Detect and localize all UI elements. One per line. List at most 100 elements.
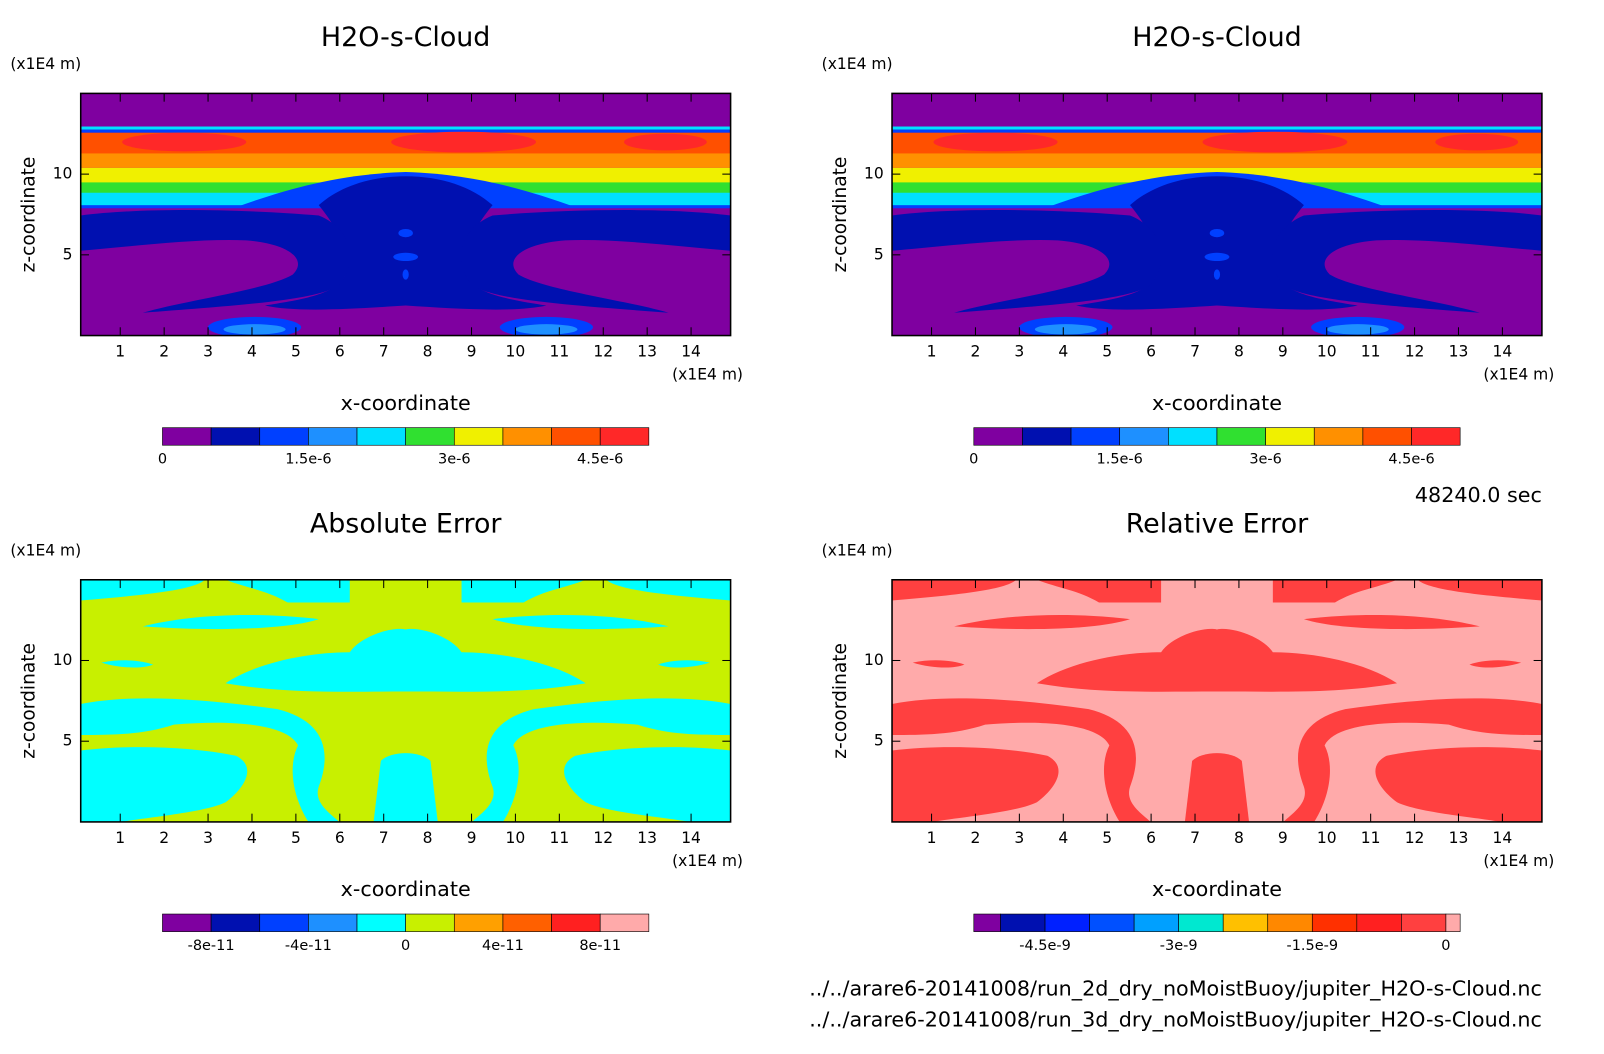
x-tick-label: 6 bbox=[335, 829, 345, 847]
y-tick-label: 5 bbox=[63, 245, 73, 263]
colorbar-segment bbox=[1044, 913, 1090, 932]
x-tick-label: 11 bbox=[549, 829, 569, 847]
x-unit: (x1E4 m) bbox=[1483, 365, 1554, 383]
x-tick-label: 11 bbox=[1361, 829, 1381, 847]
colorbar-segment bbox=[259, 913, 309, 932]
x-tick-label: 4 bbox=[247, 343, 257, 361]
contour-region bbox=[461, 210, 731, 313]
contour-region bbox=[1209, 228, 1225, 238]
colorbar-segment bbox=[502, 913, 552, 932]
y-tick-label: 5 bbox=[63, 732, 73, 750]
contour-region bbox=[122, 132, 247, 152]
x-tick-label: 12 bbox=[1405, 829, 1425, 847]
contour-region bbox=[892, 210, 1162, 313]
colorbar-segment bbox=[1356, 913, 1402, 932]
colorbar-segment bbox=[1311, 913, 1358, 932]
contour-region bbox=[264, 176, 547, 310]
contour-region bbox=[1303, 614, 1480, 630]
colorbar-segment bbox=[259, 427, 309, 446]
contour-region bbox=[624, 133, 707, 151]
x-tick-label: 13 bbox=[637, 829, 657, 847]
colorbar-segment bbox=[1401, 913, 1447, 932]
colorbar-segment bbox=[453, 913, 504, 932]
contour-region bbox=[912, 660, 965, 668]
contour-region bbox=[1326, 324, 1389, 335]
chart-title: Relative Error bbox=[1126, 508, 1309, 539]
x-tick-label: 1 bbox=[927, 343, 937, 361]
x-tick-label: 12 bbox=[593, 343, 613, 361]
time-label: 48240.0 sec bbox=[1415, 483, 1542, 507]
contour-region bbox=[142, 614, 319, 630]
x-tick-label: 14 bbox=[681, 343, 701, 361]
x-tick-label: 9 bbox=[467, 343, 477, 361]
colorbar-tick-label: 1.5e-6 bbox=[285, 452, 331, 468]
contour-region bbox=[80, 129, 731, 133]
y-tick-label: 10 bbox=[864, 651, 884, 669]
y-axis-label: z-coordinate bbox=[18, 643, 39, 759]
y-unit: (x1E4 m) bbox=[10, 541, 81, 559]
colorbar-segment bbox=[1089, 913, 1135, 932]
contour-region bbox=[80, 126, 731, 130]
x-tick-label: 3 bbox=[1014, 829, 1024, 847]
colorbar-segment bbox=[1445, 913, 1461, 932]
x-tick-label: 9 bbox=[467, 829, 477, 847]
x-tick-label: 9 bbox=[1278, 343, 1288, 361]
colorbar-segment bbox=[1216, 427, 1266, 446]
colorbar-segment bbox=[308, 913, 358, 932]
contour-region bbox=[564, 747, 731, 822]
contour-region bbox=[80, 210, 351, 313]
contour-region bbox=[492, 614, 669, 630]
contour-region bbox=[892, 129, 1542, 133]
colorbar-segment bbox=[1265, 427, 1315, 446]
contour-region bbox=[80, 153, 731, 168]
x-tick-label: 7 bbox=[379, 829, 389, 847]
contour-region bbox=[80, 747, 248, 822]
colorbar-segment bbox=[599, 427, 650, 446]
contour-region bbox=[1076, 176, 1358, 310]
contour-region bbox=[1435, 133, 1519, 151]
x-tick-label: 2 bbox=[971, 343, 981, 361]
colorbar-segment bbox=[1411, 427, 1461, 446]
contour-region bbox=[892, 126, 1542, 130]
x-tick-label: 12 bbox=[1405, 343, 1425, 361]
x-tick-label: 14 bbox=[1493, 829, 1513, 847]
x-tick-label: 5 bbox=[1102, 829, 1112, 847]
colorbar-tick-label: 0 bbox=[969, 452, 978, 468]
colorbar-tick-label: -4e-11 bbox=[285, 938, 332, 954]
contour-field bbox=[80, 93, 731, 336]
x-tick-label: 6 bbox=[335, 343, 345, 361]
colorbar-segment bbox=[1119, 427, 1169, 446]
contour-region bbox=[1469, 660, 1522, 668]
contour-region bbox=[373, 753, 438, 822]
contour-region bbox=[461, 579, 586, 603]
contour-region bbox=[223, 324, 286, 335]
x-tick-label: 3 bbox=[203, 343, 213, 361]
contour-region bbox=[1204, 252, 1230, 262]
x-tick-label: 4 bbox=[247, 829, 257, 847]
x-tick-label: 8 bbox=[423, 829, 433, 847]
y-tick-label: 5 bbox=[874, 732, 884, 750]
colorbar-segment bbox=[405, 913, 455, 932]
x-tick-label: 6 bbox=[1146, 343, 1156, 361]
contour-region bbox=[225, 628, 586, 692]
contour-region bbox=[1272, 579, 1398, 603]
colorbar-tick-label: -4.5e-9 bbox=[1019, 938, 1071, 954]
contour-region bbox=[606, 579, 731, 601]
colorbar-segment bbox=[1000, 913, 1046, 932]
x-tick-label: 7 bbox=[379, 343, 389, 361]
x-tick-label: 2 bbox=[971, 829, 981, 847]
colorbar-tick-label: 3e-6 bbox=[1249, 452, 1282, 468]
colorbar-segment bbox=[1022, 427, 1072, 446]
y-unit: (x1E4 m) bbox=[822, 55, 893, 73]
contour-region bbox=[892, 579, 1017, 601]
x-tick-label: 8 bbox=[1234, 829, 1244, 847]
contour-region bbox=[1375, 747, 1542, 822]
colorbar-segment bbox=[502, 427, 552, 446]
x-tick-label: 2 bbox=[159, 343, 169, 361]
x-tick-label: 7 bbox=[1190, 829, 1200, 847]
colorbar-tick-label: -8e-11 bbox=[188, 938, 235, 954]
x-tick-label: 5 bbox=[291, 343, 301, 361]
x-tick-label: 12 bbox=[593, 829, 613, 847]
contour-region bbox=[954, 614, 1131, 630]
